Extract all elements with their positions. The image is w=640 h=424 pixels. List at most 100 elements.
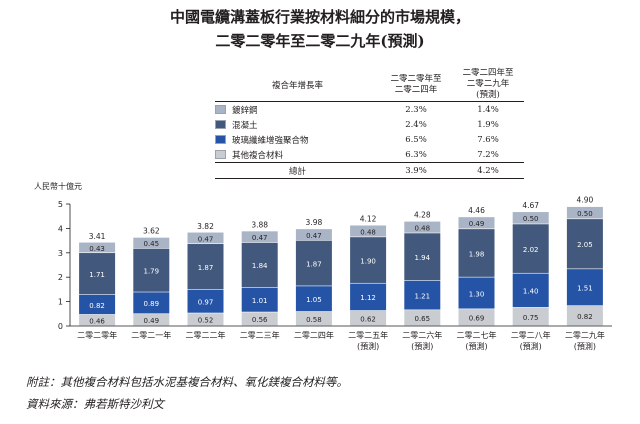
cagr-value: 7.2% bbox=[477, 149, 499, 160]
data-label: 0.82 bbox=[89, 302, 105, 310]
data-label: 1.30 bbox=[469, 290, 485, 298]
bar-segment bbox=[187, 313, 224, 326]
period1-line2: 二零二四年 bbox=[394, 84, 438, 95]
data-label: 1.90 bbox=[360, 257, 376, 265]
x-tick-label: 二零二零年 bbox=[77, 330, 117, 340]
cagr-total-value: 4.2% bbox=[452, 162, 524, 179]
total-label: 4.67 bbox=[522, 201, 539, 210]
total-label: 4.28 bbox=[414, 211, 431, 220]
data-label: 1.40 bbox=[523, 288, 539, 296]
x-tick-label: 二零二一年 bbox=[131, 330, 171, 340]
data-label: 2.05 bbox=[577, 241, 593, 249]
cagr-value: 1.4% bbox=[477, 104, 499, 115]
x-tick-label: (預測) bbox=[357, 341, 379, 351]
x-tick-label: (預測) bbox=[465, 341, 487, 351]
bar-segment bbox=[241, 312, 278, 326]
cagr-value: 2.4% bbox=[405, 119, 427, 130]
data-label: 0.52 bbox=[198, 317, 214, 325]
total-label: 3.41 bbox=[89, 232, 106, 241]
bar-segment bbox=[350, 283, 387, 311]
bar-segment bbox=[566, 206, 603, 219]
bar-segment bbox=[404, 233, 441, 281]
legend-swatch bbox=[215, 149, 226, 159]
chart-title-line2: 二零二零年至二零二九年(預測) bbox=[215, 32, 425, 50]
total-label: 3.62 bbox=[143, 227, 160, 236]
y-tick-label: 4 bbox=[58, 224, 63, 233]
cagr-row-name: 玻璃纖維增強聚合物 bbox=[215, 132, 380, 147]
cagr-row-name: 其他複合材料 bbox=[215, 147, 380, 163]
x-tick-label: (預測) bbox=[411, 341, 433, 351]
bar-segment bbox=[295, 229, 332, 240]
cagr-period2-header: 二零二四年至 二零二九年 (預測) bbox=[452, 68, 524, 102]
y-axis-label: 人民幣十億元 bbox=[34, 181, 82, 191]
data-label: 0.62 bbox=[360, 315, 376, 323]
y-tick-label: 1 bbox=[58, 298, 63, 307]
y-tick-label: 0 bbox=[58, 322, 63, 331]
footnote: 附註：其他複合材料包括水泥基複合材料、氧化鎂複合材料等。 bbox=[26, 375, 348, 389]
data-label: 0.49 bbox=[469, 220, 485, 228]
bar-segment bbox=[133, 314, 170, 326]
x-tick-label: 二零二三年 bbox=[240, 330, 280, 340]
data-label: 1.84 bbox=[252, 262, 268, 270]
period2-line3: (預測) bbox=[476, 90, 500, 100]
legend-label: 鍍鋅鋼 bbox=[232, 105, 258, 116]
total-label: 4.46 bbox=[468, 206, 485, 215]
bar-segment bbox=[187, 244, 224, 290]
y-tick-label: 2 bbox=[58, 273, 63, 282]
x-tick-label: 二零二二年 bbox=[186, 330, 226, 340]
cagr-row: 混凝土 2.4% 1.9% bbox=[215, 117, 524, 132]
bar-segment bbox=[458, 229, 495, 277]
data-label: 1.87 bbox=[198, 264, 214, 272]
legend-label: 其他複合材料 bbox=[232, 150, 284, 161]
stacked-bar-chart: 人民幣十億元 0 1 2 3 4 5 0.46 0.82 1.71 0.43 3.41 二零二零年 0.4… bbox=[34, 181, 612, 351]
bar-segment bbox=[566, 269, 603, 306]
x-tick-label: 二零二四年 bbox=[294, 330, 334, 340]
data-label: 0.47 bbox=[198, 235, 214, 243]
bar-segment bbox=[404, 310, 441, 326]
cagr-row: 玻璃纖維增強聚合物 6.5% 7.6% bbox=[215, 132, 524, 147]
bar-segment bbox=[458, 277, 495, 309]
x-tick-label: 二零二六年 bbox=[402, 330, 442, 340]
data-label: 0.56 bbox=[252, 316, 268, 324]
bar-segment bbox=[133, 248, 170, 292]
bar-segment bbox=[404, 280, 441, 310]
bar-segment bbox=[512, 212, 549, 224]
data-label: 1.98 bbox=[469, 250, 485, 258]
legend-swatch bbox=[215, 104, 226, 114]
period2-line1: 二零二四年至 bbox=[462, 68, 514, 78]
chart-title-line1: 中國電纜溝蓋板行業按材料細分的市場規模， bbox=[169, 8, 470, 26]
x-tick-label: 二零二五年 bbox=[348, 330, 388, 340]
cagr-value: 7.6% bbox=[477, 134, 499, 145]
data-label: 0.89 bbox=[144, 300, 160, 308]
source-note: 資料來源：弗若斯特沙利文 bbox=[26, 397, 164, 411]
cagr-value: 1.9% bbox=[477, 119, 499, 130]
period2-line2: 二零二九年 bbox=[466, 79, 510, 89]
data-label: 1.51 bbox=[577, 285, 593, 293]
cagr-total-label: 總計 bbox=[215, 162, 380, 179]
data-label: 1.21 bbox=[415, 292, 431, 300]
x-tick-label: (預測) bbox=[574, 341, 596, 351]
bar-segment bbox=[241, 242, 278, 288]
total-label: 3.82 bbox=[197, 222, 214, 231]
data-label: 1.87 bbox=[306, 260, 322, 268]
bar-segment bbox=[79, 314, 116, 326]
bar-segment bbox=[350, 310, 387, 326]
cagr-row-name: 鍍鋅鋼 bbox=[215, 102, 380, 118]
data-label: 0.65 bbox=[415, 315, 431, 323]
cagr-row-name: 混凝土 bbox=[215, 117, 380, 132]
data-label: 1.71 bbox=[89, 271, 105, 279]
bar-segment bbox=[458, 217, 495, 229]
bar-segment bbox=[404, 221, 441, 233]
data-label: 1.12 bbox=[360, 294, 376, 302]
x-tick-label: 二零二八年 bbox=[511, 330, 551, 340]
cagr-table-header: 複合年增長率 二零二零年至 二零二四年 二零二四年至 二零二九年 (預測) bbox=[215, 68, 524, 102]
bar-segment bbox=[241, 287, 278, 312]
data-label: 0.45 bbox=[144, 240, 160, 248]
total-label: 4.90 bbox=[577, 195, 594, 204]
legend-label: 混凝土 bbox=[232, 120, 258, 131]
bar-segment bbox=[566, 305, 603, 326]
x-tick-label: 二零二七年 bbox=[457, 330, 497, 340]
data-label: 0.50 bbox=[523, 215, 539, 223]
data-label: 0.97 bbox=[198, 298, 214, 306]
bar-segment bbox=[566, 219, 603, 269]
